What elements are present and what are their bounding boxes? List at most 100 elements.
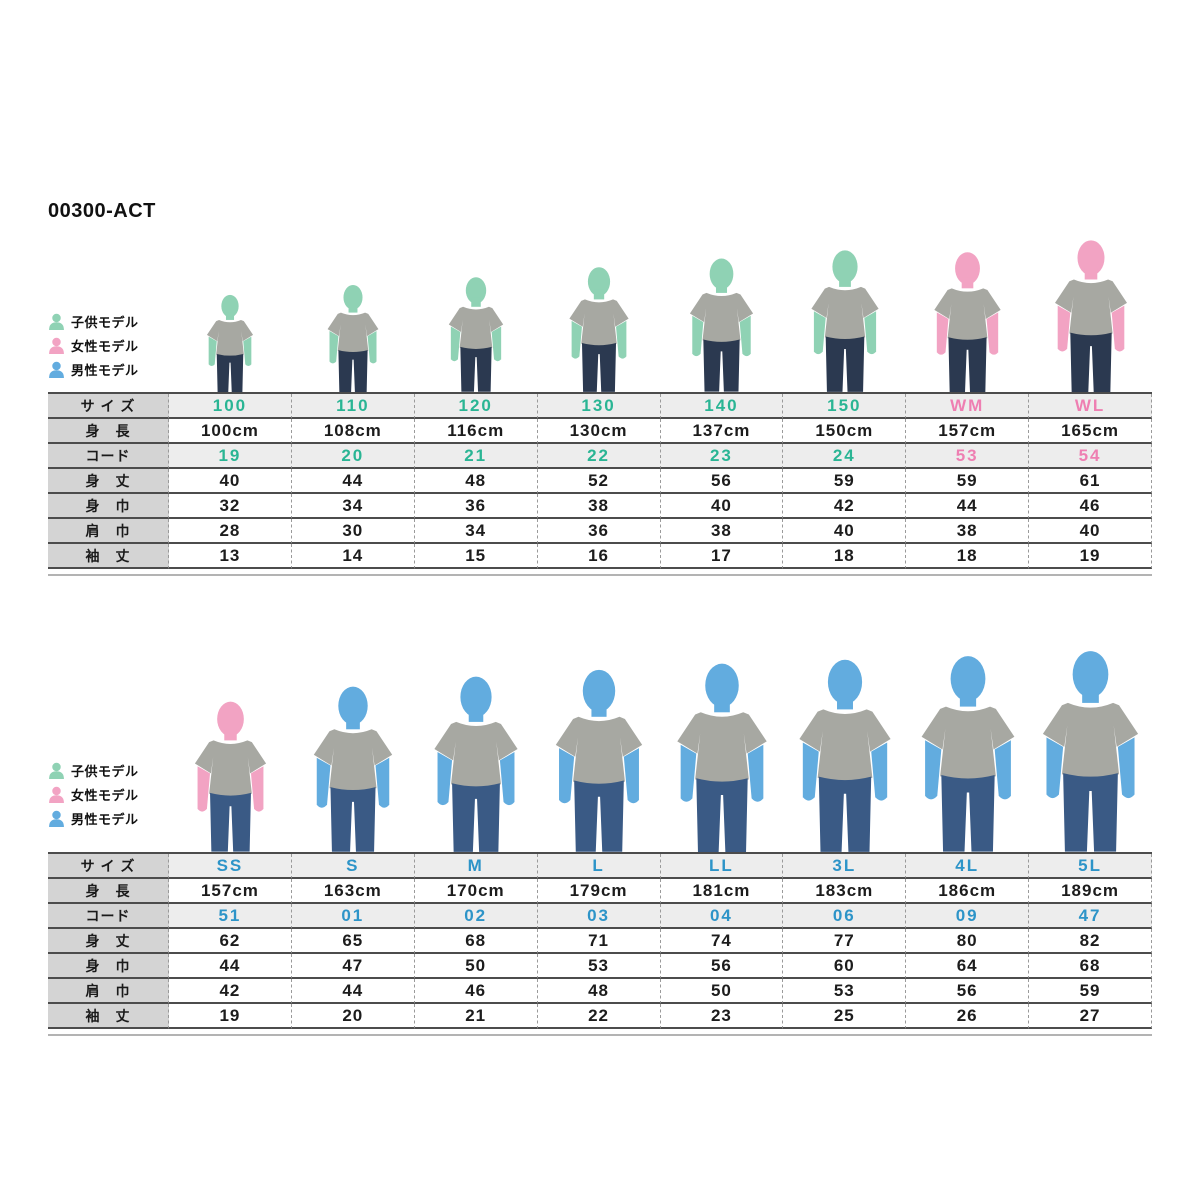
model-left-arm — [924, 740, 942, 800]
model-head — [955, 252, 981, 285]
person-icon — [49, 762, 64, 779]
kids-women-sizes-shoulder-width-col1: 28 — [169, 519, 292, 544]
model-head — [217, 701, 244, 737]
model-right-arm — [500, 752, 515, 806]
men-sizes-body-width-col5: 56 — [660, 954, 784, 979]
model-figure-cell — [169, 700, 292, 852]
kids-women-sizes-shoulder-width-col2: 30 — [291, 519, 415, 544]
tshirt — [799, 709, 891, 782]
model-left-arm — [209, 336, 218, 367]
model-left-arm — [802, 742, 819, 801]
model-right-arm — [491, 326, 502, 362]
kids-women-sizes-body-length-col3: 48 — [414, 469, 538, 494]
man-model-figure — [921, 656, 1015, 852]
model-figure-cell — [906, 654, 1029, 852]
men-sizes-code-col6: 06 — [783, 904, 907, 929]
model-right-arm — [1117, 737, 1135, 799]
kids-women-sizes-sleeve-length-col6: 18 — [783, 544, 907, 569]
kids-women-sizes-body-length-col8: 61 — [1029, 469, 1152, 494]
model-left-arm — [1046, 737, 1064, 799]
kids-women-sizes-size-col5: 140 — [660, 394, 784, 419]
row-label-body-width: 身 巾 — [48, 954, 169, 979]
model-right-arm — [623, 748, 640, 804]
kids-women-sizes-size-col8: WL — [1029, 394, 1152, 419]
kids-women-sizes-shoulder-width-col3: 34 — [414, 519, 538, 544]
kids-women-sizes-size-col1: 100 — [169, 394, 292, 419]
model-right-arm — [864, 311, 876, 355]
men-sizes-sleeve-length-col1: 19 — [169, 1004, 292, 1029]
model-right-arm — [616, 320, 627, 359]
kids-women-sizes-shoulder-width-col5: 38 — [660, 519, 784, 544]
men-sizes-shoulder-width-col3: 46 — [414, 979, 538, 1004]
kids-women-sizes-height-col6: 150cm — [783, 419, 907, 444]
kids-women-sizes-code-col3: 21 — [414, 444, 538, 469]
men-sizes-height-col7: 186cm — [906, 879, 1030, 904]
men-sizes-code-col5: 04 — [660, 904, 784, 929]
kids-women-sizes-body-width-col5: 40 — [660, 494, 784, 519]
kids-women-sizes-body-width-col2: 34 — [291, 494, 415, 519]
men-sizes-size-col8: 5L — [1029, 854, 1152, 879]
kids-women-sizes-height-col7: 157cm — [906, 419, 1030, 444]
child-model-figure — [448, 277, 504, 392]
kids-women-sizes-height-col1: 100cm — [169, 419, 292, 444]
jeans — [209, 792, 251, 852]
men-sizes-body-length-col6: 77 — [783, 929, 907, 954]
model-right-arm — [986, 312, 999, 355]
legend-label: 女性モデル — [71, 339, 139, 354]
model-left-arm — [197, 766, 210, 812]
men-sizes-shoulder-width-col8: 59 — [1029, 979, 1152, 1004]
men-sizes-height-col2: 163cm — [291, 879, 415, 904]
legend-label: 子供モデル — [71, 315, 139, 330]
men-sizes-height-col8: 189cm — [1029, 879, 1152, 904]
row-label-sleeve-length: 袖 丈 — [48, 544, 169, 569]
row-label-sleeve-length: 袖 丈 — [48, 1004, 169, 1029]
kids-women-sizes-shoulder-width-col6: 40 — [783, 519, 907, 544]
men-sizes-shoulder-width-col5: 50 — [660, 979, 784, 1004]
legend-label: 男性モデル — [71, 363, 139, 378]
woman-model-figure — [934, 252, 1001, 392]
row-label-size: サ イ ズ — [48, 394, 169, 419]
model-figure-cell — [415, 675, 538, 852]
model-figure-cell — [538, 668, 661, 852]
row-label-body-length: 身 丈 — [48, 469, 169, 494]
model-figure-cell — [661, 662, 784, 852]
men-sizes-code-col7: 09 — [906, 904, 1030, 929]
model-figure-cell — [1029, 649, 1152, 852]
men-sizes-body-length-col1: 62 — [169, 929, 292, 954]
model-right-arm — [994, 740, 1011, 800]
kids-women-sizes-body-width-col1: 32 — [169, 494, 292, 519]
model-figure-cell — [292, 685, 415, 852]
jeans — [582, 343, 617, 392]
model-head — [221, 294, 240, 318]
men-sizes-sleeve-length-col4: 22 — [537, 1004, 661, 1029]
man-model-figure — [314, 686, 393, 852]
kids-women-sizes-sleeve-length-col1: 13 — [169, 544, 292, 569]
tshirt — [921, 706, 1015, 780]
tshirt — [194, 740, 267, 797]
men-sizes-size-col2: S — [291, 854, 415, 879]
tshirt — [207, 319, 254, 357]
legend-item-child-model: 子供モデル — [48, 760, 139, 781]
kids-women-sizes-code-col8: 54 — [1029, 444, 1152, 469]
jeans — [460, 346, 492, 392]
person-icon — [49, 361, 64, 378]
kids-women-sizes-body-length-col6: 59 — [783, 469, 907, 494]
men-sizes-size-col3: M — [414, 854, 538, 879]
man-model-figure — [1042, 651, 1139, 852]
men-sizes-size-col1: SS — [169, 854, 292, 879]
model-figure-cell — [783, 658, 906, 852]
model-legend-top: 子供モデル女性モデル男性モデル — [48, 311, 139, 380]
kids-women-sizes-sleeve-length-col7: 18 — [906, 544, 1030, 569]
legend-item-woman-model: 女性モデル — [48, 335, 139, 356]
jeans — [818, 776, 872, 852]
model-right-arm — [747, 744, 764, 802]
model-head — [832, 250, 858, 284]
legend-item-man-model: 男性モデル — [48, 359, 139, 380]
model-figures-row-kids-women — [169, 239, 1152, 392]
tshirt — [690, 292, 754, 343]
model-figure-cell — [292, 284, 415, 392]
jeans — [1063, 773, 1118, 852]
men-sizes-height-col5: 181cm — [660, 879, 784, 904]
men-sizes-sleeve-length-col3: 21 — [414, 1004, 538, 1029]
child-model-figure — [569, 267, 629, 392]
